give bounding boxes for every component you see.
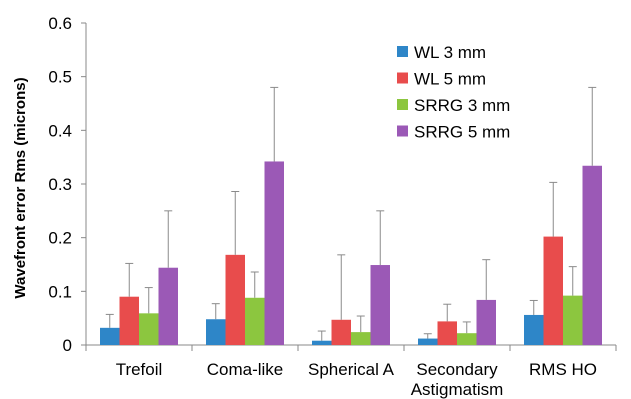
bar — [139, 313, 159, 345]
bar — [119, 296, 139, 345]
bar — [457, 333, 477, 345]
legend-label: SRRG 3 mm — [414, 96, 510, 115]
legend-label: WL 3 mm — [414, 43, 486, 62]
bar — [245, 297, 265, 345]
category-label: RMS HO — [529, 360, 597, 379]
y-tick-label: 0.5 — [48, 68, 72, 87]
bar — [563, 295, 583, 345]
chart-axes: 0 0.1 0.2 0.3 0.4 0.5 0.6 — [48, 14, 617, 355]
bar — [100, 327, 120, 345]
bar — [158, 267, 178, 345]
legend-swatch — [397, 72, 408, 84]
legend-swatch — [397, 99, 408, 110]
bar — [264, 161, 284, 345]
y-tick-label: 0.2 — [48, 229, 72, 248]
y-tick-label: 0.6 — [48, 14, 72, 33]
bar — [543, 236, 563, 345]
bar — [418, 338, 438, 345]
y-tick-label: 0.3 — [48, 175, 72, 194]
chart-bars — [100, 86, 602, 345]
bar — [370, 265, 390, 345]
bar — [351, 332, 371, 345]
y-tick-label: 0.4 — [48, 121, 72, 140]
legend-swatch — [397, 125, 408, 137]
bar — [312, 340, 332, 345]
bar — [524, 314, 544, 345]
chart-legend: WL 3 mm WL 5 mm SRRG 3 mm SRRG 5 mm — [397, 43, 510, 142]
bar — [225, 254, 245, 345]
legend-label: WL 5 mm — [414, 70, 486, 89]
category-label: Coma-like — [207, 360, 284, 379]
legend-swatch — [397, 46, 408, 57]
category-label: Secondary — [416, 360, 498, 379]
bar — [331, 319, 351, 345]
bar — [437, 321, 457, 345]
legend-label: SRRG 5 mm — [414, 123, 510, 142]
y-tick-label: 0 — [63, 336, 72, 355]
y-axis-label: Wavefront error Rms (microns) — [12, 77, 29, 298]
category-label: Trefoil — [116, 360, 163, 379]
category-label: Spherical A — [308, 360, 395, 379]
bar — [206, 319, 226, 345]
category-labels: Trefoil Coma-like Spherical A SecondaryAsti… — [116, 360, 597, 399]
y-tick-label: 0.1 — [48, 282, 72, 301]
bar — [582, 165, 602, 345]
bar — [476, 299, 496, 345]
category-label: Astigmatism — [411, 380, 504, 399]
